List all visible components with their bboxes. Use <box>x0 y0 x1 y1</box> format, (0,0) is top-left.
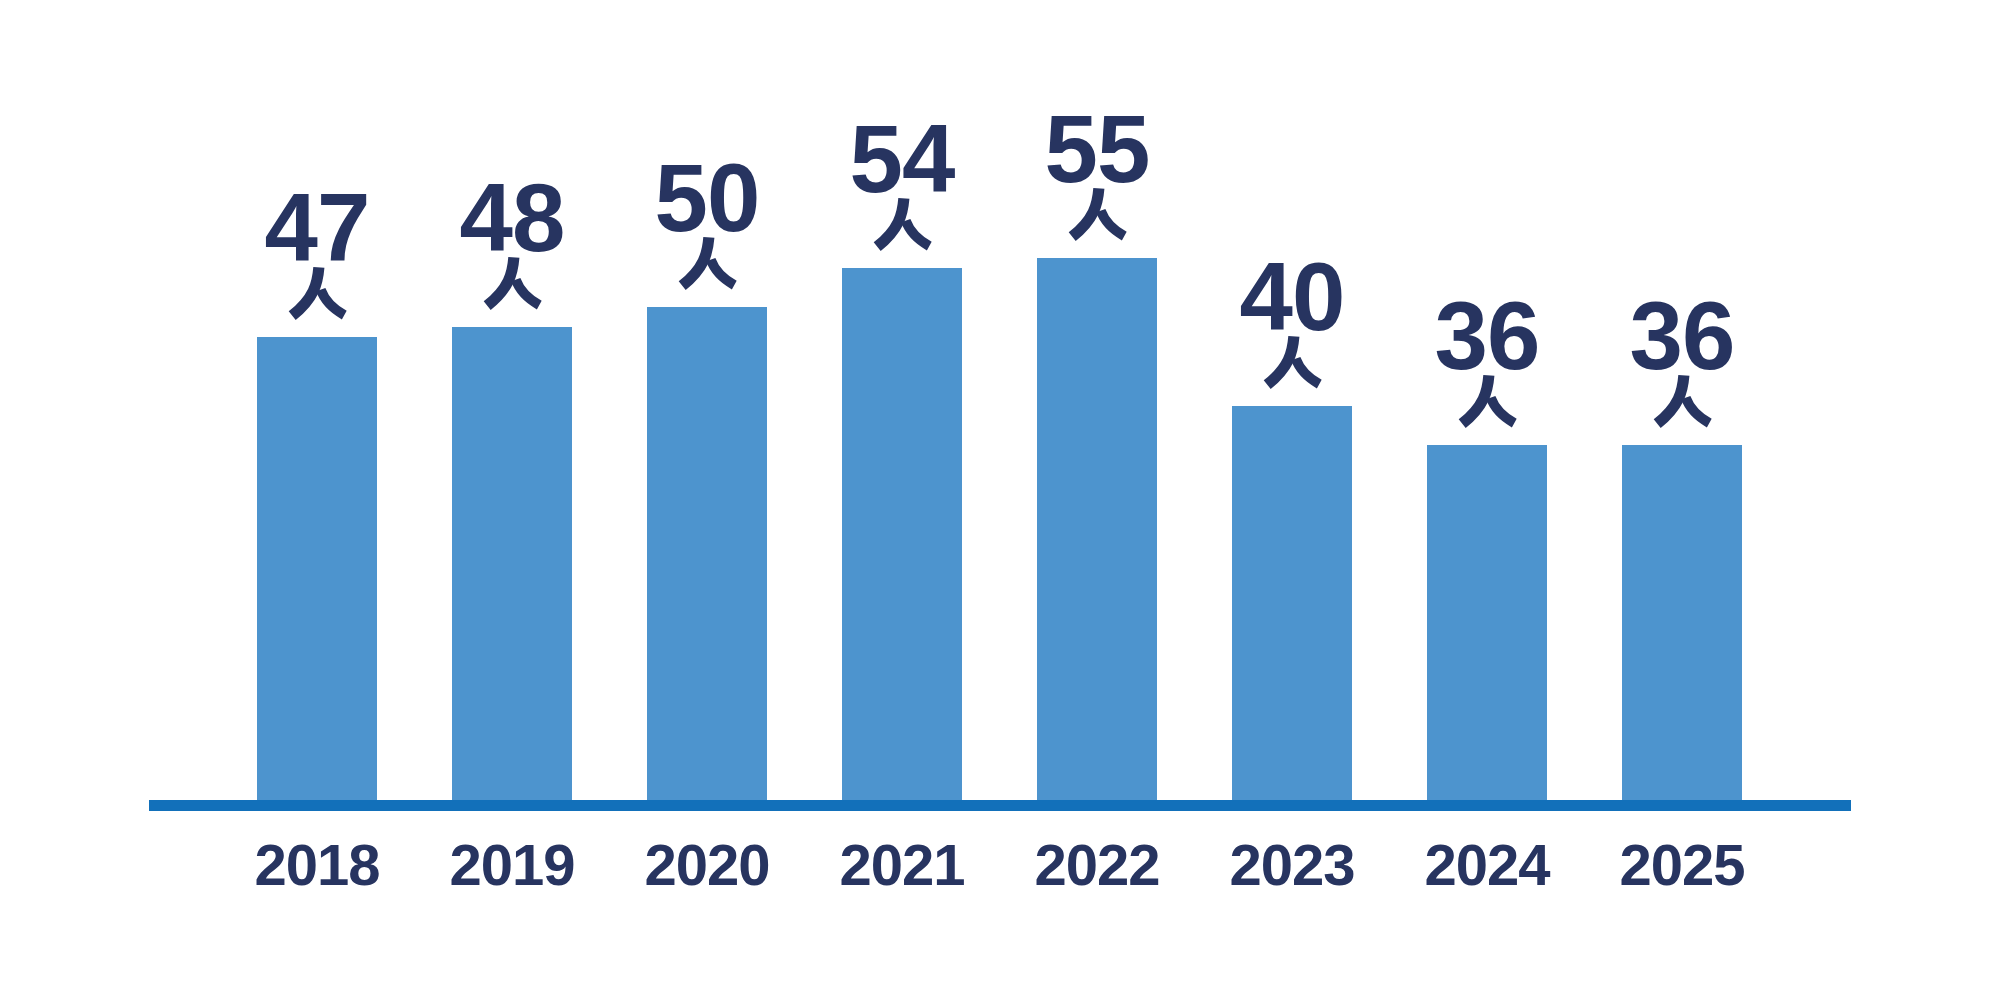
bar-column: 55 <box>1037 101 1157 800</box>
person-kanji-icon <box>286 264 348 324</box>
x-axis-tick-label: 2020 <box>610 836 805 894</box>
person-kanji-icon <box>1456 372 1518 432</box>
person-kanji-icon <box>481 254 543 314</box>
x-axis-tick-label: 2019 <box>415 836 610 894</box>
x-axis-tick-label: 2018 <box>220 836 415 894</box>
bar <box>452 327 572 800</box>
person-kanji-icon <box>1651 372 1713 432</box>
bar <box>257 337 377 800</box>
bar-chart-figure: 47 2018 48 2019 50 2020 54 2021 55 <box>0 0 2000 1000</box>
bar-value-label: 40 <box>1240 249 1345 345</box>
person-kanji-icon <box>676 234 738 294</box>
bar-chart: 47 2018 48 2019 50 2020 54 2021 55 <box>0 0 2000 1000</box>
bar-column: 36 <box>1622 288 1742 800</box>
x-axis-tick-label: 2021 <box>805 836 1000 894</box>
bar <box>1037 258 1157 800</box>
bar <box>842 268 962 800</box>
bar-value-label: 50 <box>655 150 760 246</box>
x-axis-tick-label: 2024 <box>1390 836 1585 894</box>
x-axis-tick-label: 2023 <box>1195 836 1390 894</box>
bar-value-label: 48 <box>460 170 565 266</box>
bar <box>647 307 767 800</box>
bar-column: 47 <box>257 180 377 800</box>
bar-value-label: 36 <box>1630 288 1735 384</box>
x-axis-tick-label: 2025 <box>1585 836 1780 894</box>
bar-column: 54 <box>842 111 962 800</box>
bar-column: 40 <box>1232 249 1352 800</box>
bar-value-label: 36 <box>1435 288 1540 384</box>
bar <box>1232 406 1352 800</box>
person-kanji-icon <box>871 195 933 255</box>
person-kanji-icon <box>1261 333 1323 393</box>
bar-value-label: 55 <box>1045 101 1150 197</box>
bar-value-label: 54 <box>850 111 955 207</box>
person-kanji-icon <box>1066 185 1128 245</box>
bar-value-label: 47 <box>265 180 370 276</box>
bar-column: 50 <box>647 150 767 800</box>
bar <box>1622 445 1742 800</box>
bar-column: 48 <box>452 170 572 800</box>
x-axis-line <box>149 800 1851 811</box>
bar-column: 36 <box>1427 288 1547 800</box>
bar <box>1427 445 1547 800</box>
x-axis-tick-label: 2022 <box>1000 836 1195 894</box>
